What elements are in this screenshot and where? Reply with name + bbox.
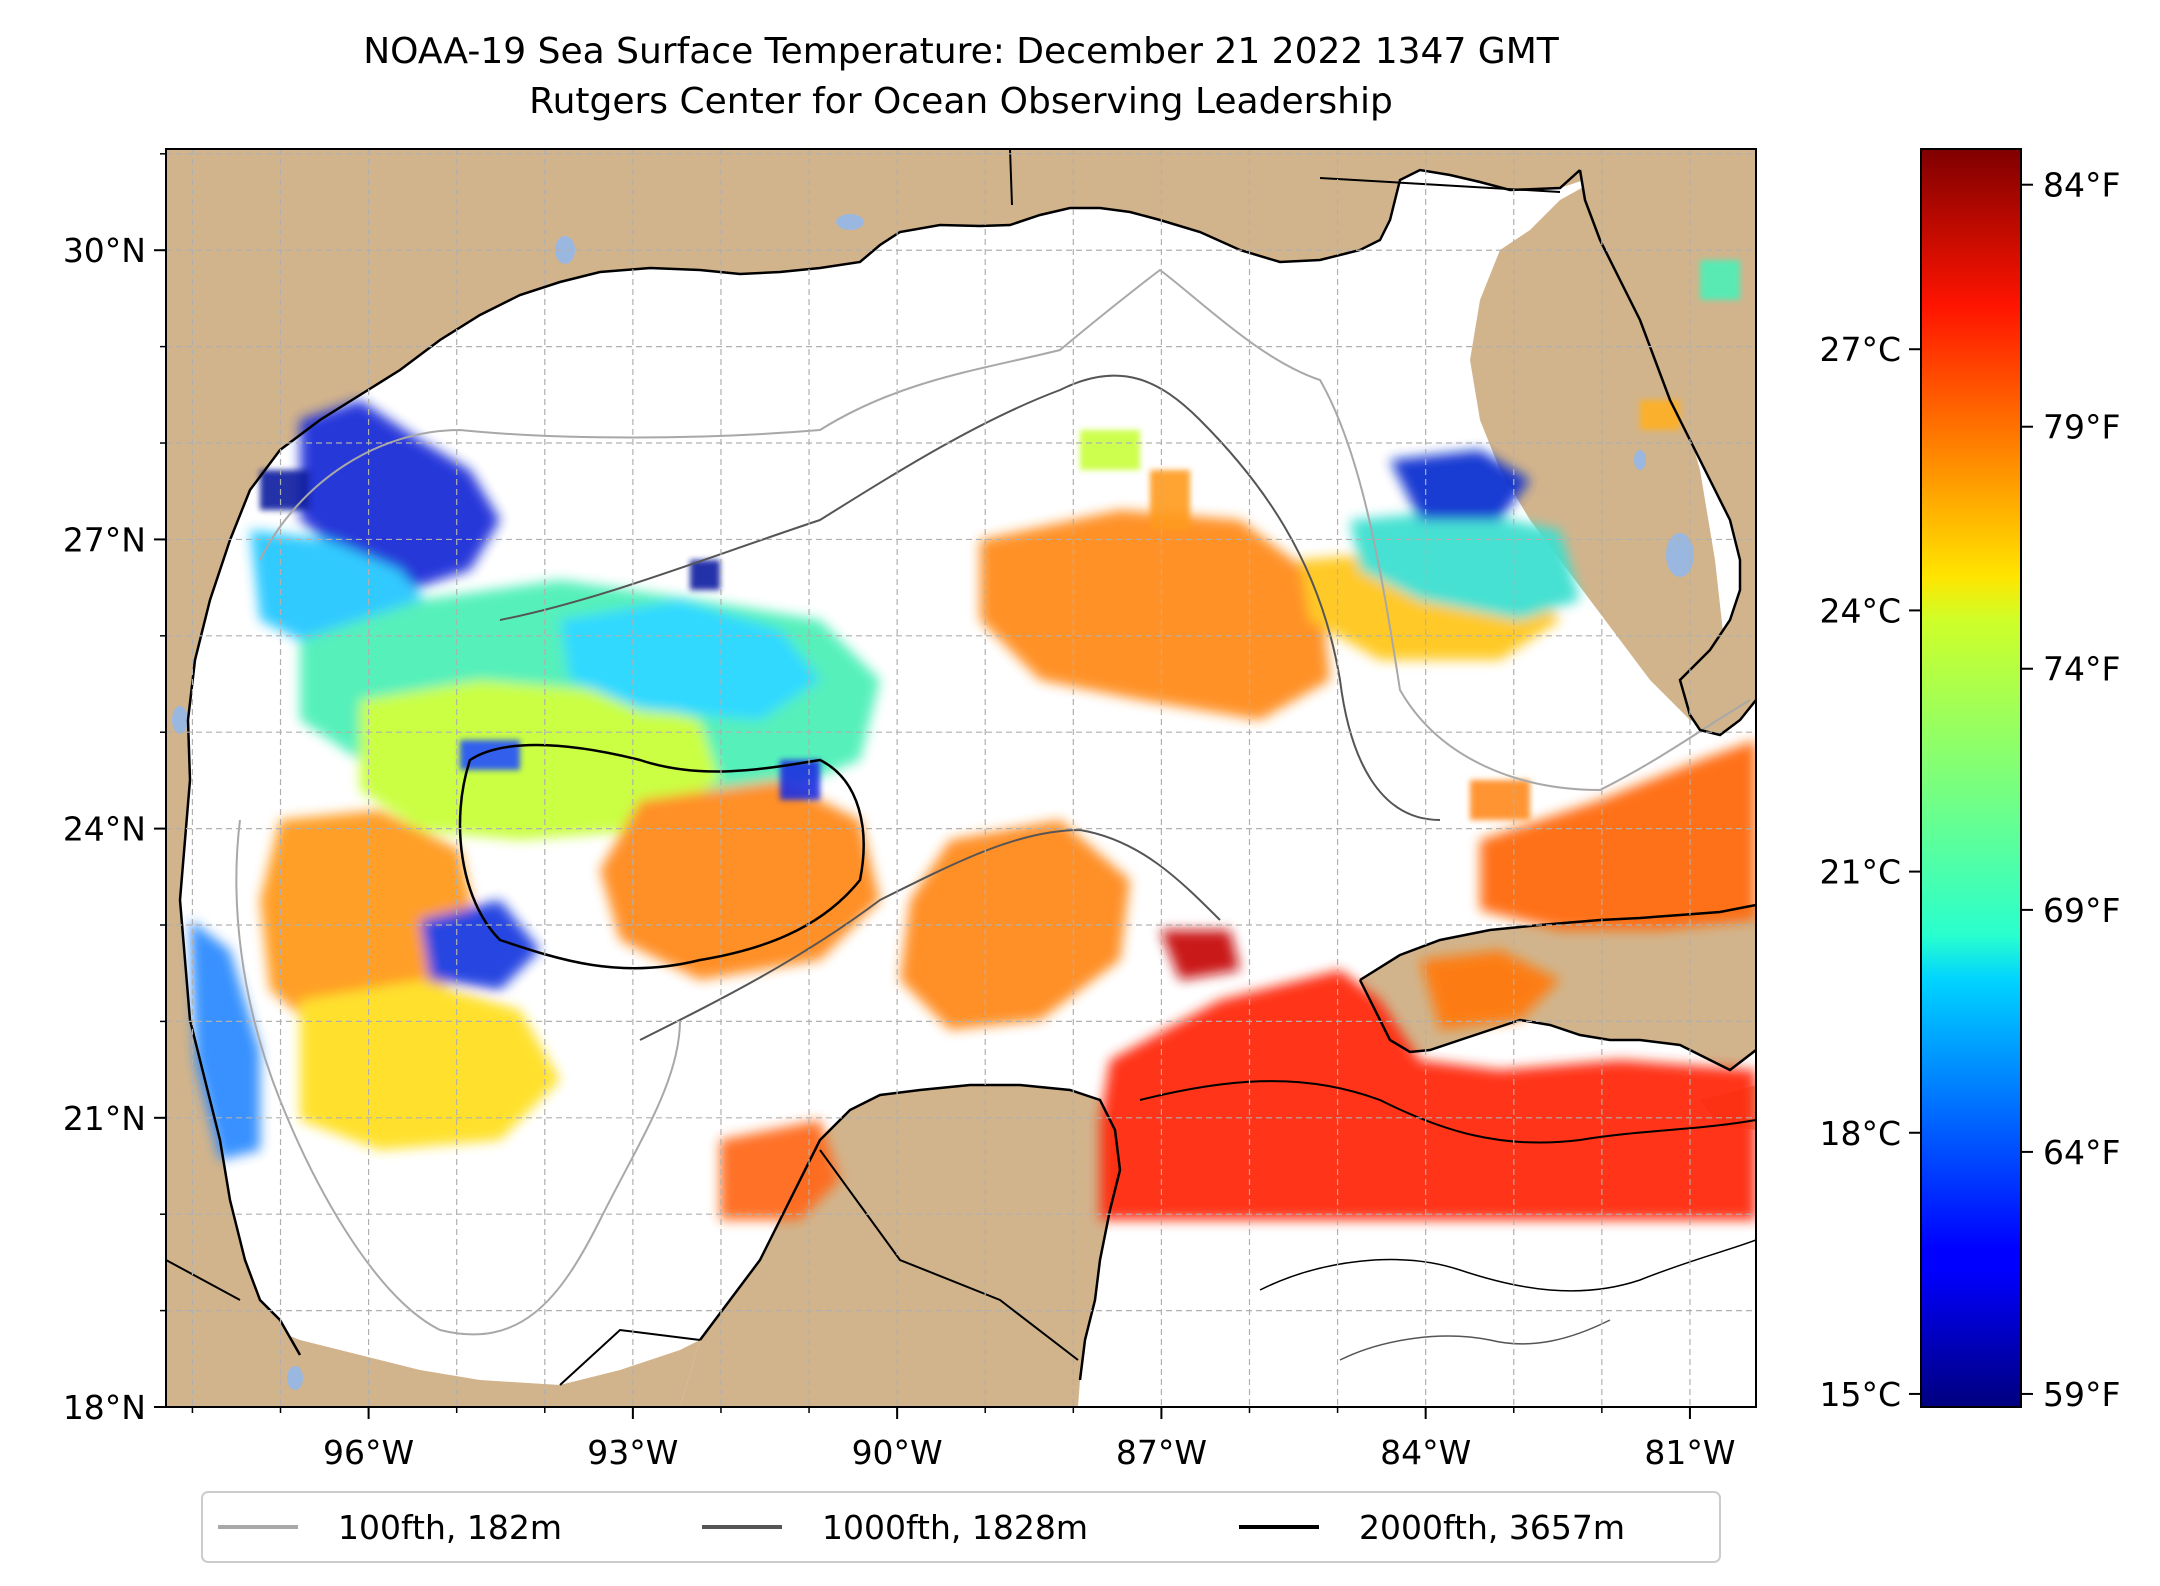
celsius-tick-label: 15°C xyxy=(1819,1375,1901,1414)
lon-tick-label: 96°W xyxy=(323,1433,414,1472)
celsius-tick-label: 24°C xyxy=(1819,591,1901,630)
state-border-fl xyxy=(1319,177,1561,193)
coastline-us xyxy=(178,168,1581,1356)
sst-patch-cold-mx xyxy=(190,920,260,1160)
lake xyxy=(172,706,188,734)
state-border-al xyxy=(1009,149,1013,206)
colorbar-celsius-axis: 27°C 24°C 21°C 18°C 15°C xyxy=(1819,330,1921,1414)
fahrenheit-tick-label: 59°F xyxy=(2043,1375,2120,1414)
legend-label-100fth: 100fth, 182m xyxy=(338,1508,562,1547)
speckle xyxy=(1700,260,1740,300)
sst-patch-darkred xyxy=(1160,930,1240,980)
sst-patch-orange-ne xyxy=(980,510,1330,720)
speckle xyxy=(1640,400,1680,430)
celsius-tick-label: 18°C xyxy=(1819,1114,1901,1153)
lat-tick-label: 21°N xyxy=(63,1099,146,1138)
sst-patch-warm-south xyxy=(1100,970,1756,1220)
sst-data-layer xyxy=(190,400,1756,1220)
lon-tick-label: 84°W xyxy=(1380,1433,1471,1472)
lake xyxy=(836,214,864,230)
contour-1000fth-b xyxy=(639,828,1221,1041)
sst-speckle-layer xyxy=(260,260,1740,820)
fahrenheit-tick-label: 64°F xyxy=(2043,1133,2120,1172)
speckle xyxy=(1150,470,1190,530)
land-north-west xyxy=(166,149,1730,730)
map-panel xyxy=(166,149,1756,1407)
fahrenheit-tick-label: 79°F xyxy=(2043,408,2120,447)
coastline-yucatan xyxy=(699,1083,1122,1381)
contour-100fth-south xyxy=(235,819,681,1336)
sst-patch-cold-tx xyxy=(300,400,500,590)
sst-patch-orange-cuba xyxy=(1420,950,1560,1030)
lat-tick-label: 27°N xyxy=(63,520,146,559)
coastline-florida xyxy=(1578,169,1756,737)
title-line-1: NOAA-19 Sea Surface Temperature: Decembe… xyxy=(363,31,1559,72)
contour-2000fth xyxy=(458,743,865,970)
gridlines xyxy=(166,149,1756,1407)
legend-label-2000fth: 2000fth, 3657m xyxy=(1359,1508,1625,1547)
fahrenheit-tick-label: 69°F xyxy=(2043,891,2120,930)
sst-patch-warm-east xyxy=(1480,740,1756,930)
speckle xyxy=(690,560,720,590)
legend-frame xyxy=(201,1491,1721,1563)
contour-2000fth-caribbean xyxy=(1259,1239,1756,1292)
sst-patch-mixed-sw xyxy=(300,980,560,1150)
map-frame xyxy=(165,148,1757,1408)
legend: 100fth, 182m 1000fth, 1828m 2000fth, 365… xyxy=(201,1491,1721,1563)
contour-2000fth-south xyxy=(1139,1080,1756,1144)
land-cuba xyxy=(1360,905,1756,1070)
land-us-gulf-coast xyxy=(166,149,1625,1407)
speckle xyxy=(1080,430,1140,470)
fahrenheit-tick-label: 74°F xyxy=(2043,650,2120,689)
fahrenheit-tick-label: 84°F xyxy=(2043,166,2120,205)
lat-tick-label: 18°N xyxy=(63,1388,146,1427)
lat-tick-label: 30°N xyxy=(63,231,146,270)
contour-1000fth-caribbean xyxy=(1339,1319,1611,1361)
lon-tick-label: 90°W xyxy=(852,1433,943,1472)
lat-tick-label: 24°N xyxy=(63,810,146,849)
lake xyxy=(287,1366,303,1390)
sst-patch-blue-fl xyxy=(1390,450,1530,520)
coastline-cuba xyxy=(1358,903,1756,1072)
sst-patch-green xyxy=(360,680,720,840)
lake xyxy=(1666,533,1694,577)
lon-tick-label: 93°W xyxy=(587,1433,678,1472)
sst-patch-blue-sw xyxy=(420,900,540,990)
sst-patch-cyan xyxy=(560,600,820,720)
lon-tick-label: 81°W xyxy=(1644,1433,1735,1472)
speckle xyxy=(460,740,520,770)
contour-1000fth xyxy=(499,374,1441,821)
legend-label-1000fth: 1000fth, 1828m xyxy=(822,1508,1088,1547)
colorbar: 27°C 24°C 21°C 18°C 15°C 84°F 79°F 74°F 69°F 64°… xyxy=(1819,148,2120,1414)
colorbar-frame xyxy=(1920,148,2022,1408)
speckle xyxy=(260,470,310,510)
celsius-tick-label: 21°C xyxy=(1819,853,1901,892)
colorbar-fahrenheit-axis: 84°F 79°F 74°F 69°F 64°F 59°F xyxy=(2021,166,2120,1414)
colorbar-gradient xyxy=(1921,149,2021,1407)
longitude-axis: 96°W 93°W 90°W 87°W 84°W 81°W xyxy=(191,1407,1735,1472)
sst-patch-orange-south xyxy=(720,1120,840,1220)
sst-patch-orange-mid xyxy=(900,820,1130,1030)
latitude-axis: 30°N 27°N 24°N 21°N 18°N xyxy=(63,153,166,1427)
coastline-outlines xyxy=(166,149,1756,1386)
land-yucatan xyxy=(680,1085,1120,1407)
lon-tick-label: 87°W xyxy=(1116,1433,1207,1472)
lake xyxy=(555,236,575,264)
country-border-mx xyxy=(166,1149,1079,1386)
speckle xyxy=(1470,780,1530,820)
speckle xyxy=(780,760,820,800)
sst-patch-cyan-fl xyxy=(1350,510,1580,620)
sst-patch-orange-central xyxy=(600,780,880,980)
lakes-layer xyxy=(172,214,1694,1390)
bathymetry-contours xyxy=(235,268,1756,1361)
celsius-tick-label: 27°C xyxy=(1819,330,1901,369)
lake xyxy=(1634,450,1646,470)
contour-100fth xyxy=(259,268,1751,792)
title-line-2: Rutgers Center for Ocean Observing Leade… xyxy=(529,81,1393,122)
